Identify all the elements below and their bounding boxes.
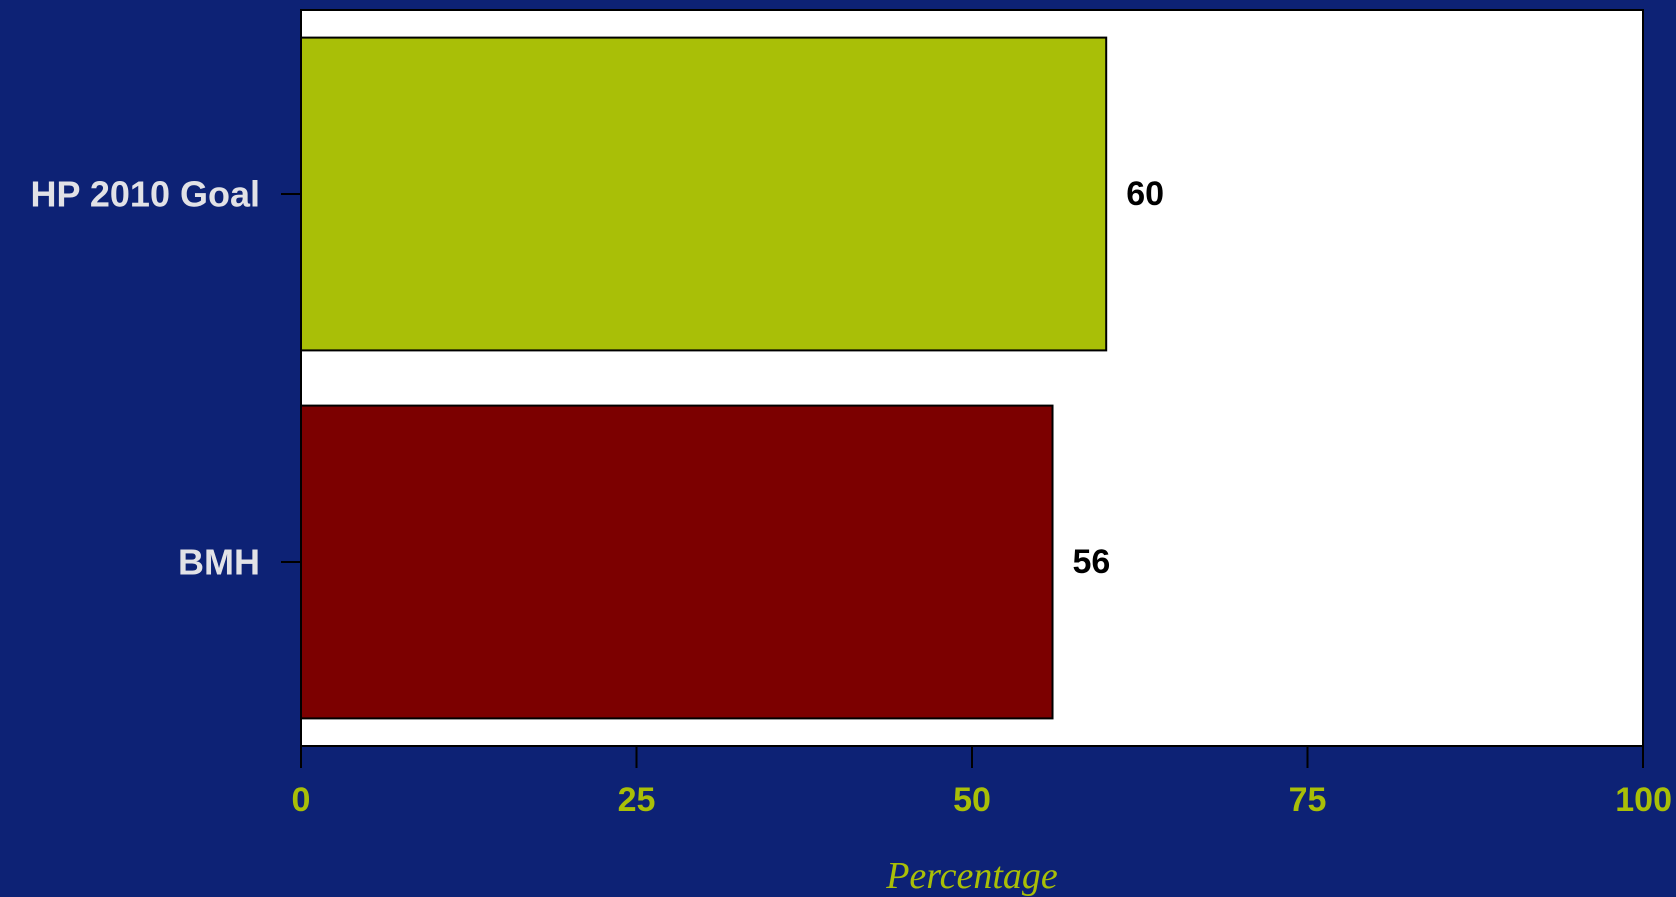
x-axis-title: Percentage — [885, 855, 1058, 897]
value-label-hp-2010-goal: 60 — [1126, 175, 1164, 213]
y-axis: HP 2010 Goal BMH — [31, 174, 301, 583]
value-label-group: 60 56 — [1073, 175, 1165, 581]
x-tick-label-75: 75 — [1289, 781, 1327, 819]
x-tick-label-25: 25 — [618, 781, 656, 819]
category-label-hp-2010-goal: HP 2010 Goal — [31, 174, 260, 215]
x-tick-label-50: 50 — [953, 781, 991, 819]
bar-group — [300, 36, 1108, 720]
x-axis: 0 25 50 75 100 — [292, 746, 1672, 819]
bar-hp-2010-goal — [300, 36, 1108, 352]
value-label-bmh: 56 — [1073, 543, 1111, 581]
x-tick-label-100: 100 — [1615, 781, 1672, 819]
x-tick-label-0: 0 — [292, 781, 311, 819]
bar-bmh — [300, 404, 1054, 720]
category-label-bmh: BMH — [178, 542, 260, 583]
